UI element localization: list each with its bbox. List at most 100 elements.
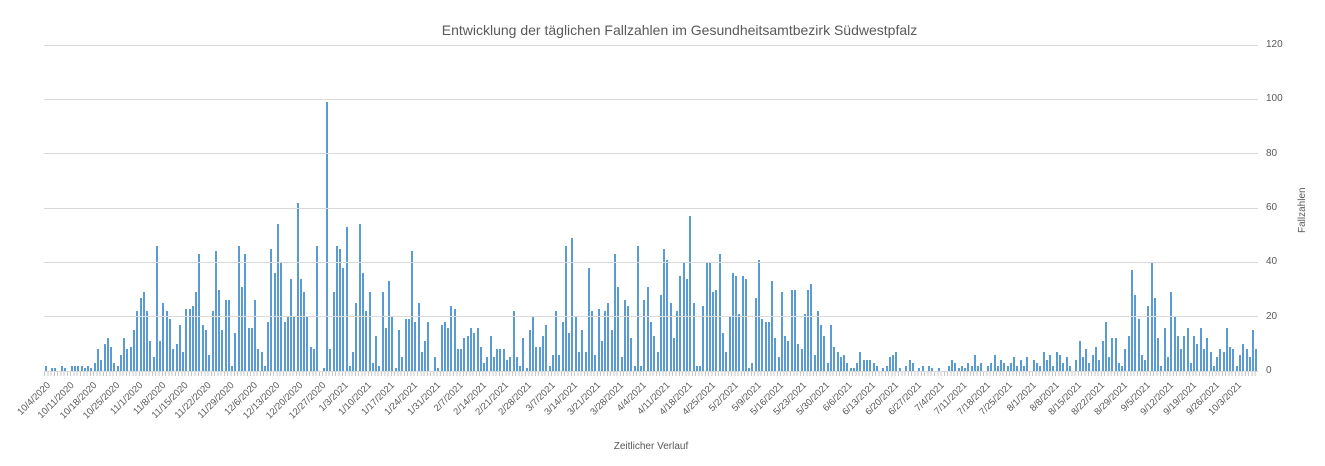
bar-day-349 — [1186, 327, 1189, 371]
bar-day-138 — [496, 349, 499, 371]
bar-day-33 — [152, 357, 155, 371]
bar-day-167 — [591, 311, 594, 371]
bar-day-318 — [1085, 349, 1088, 371]
bar-day-13 — [87, 365, 90, 371]
bar-day-44 — [188, 308, 191, 371]
bar-day-49 — [204, 330, 207, 371]
bar-day-191 — [669, 303, 672, 371]
bar-day-140 — [502, 349, 505, 371]
bar-day-46 — [195, 292, 198, 371]
bar-day-83 — [316, 246, 319, 371]
bar-day-243 — [839, 357, 842, 371]
bar-day-56 — [227, 300, 230, 371]
bar-day-316 — [1078, 341, 1081, 371]
bar-day-28 — [136, 311, 139, 371]
bar-day-143 — [512, 311, 515, 371]
bar-day-53 — [218, 289, 221, 371]
bar-day-355 — [1206, 338, 1209, 371]
bar-day-358 — [1216, 357, 1219, 371]
bar-day-105 — [388, 281, 391, 371]
bar-day-291 — [996, 365, 999, 371]
bar-day-94 — [352, 351, 355, 371]
bar-day-213 — [741, 275, 744, 371]
bar-day-86 — [326, 102, 329, 371]
bar-day-216 — [751, 362, 754, 371]
bar-day-194 — [679, 275, 682, 371]
bar-day-173 — [610, 330, 613, 371]
bar-day-70 — [273, 273, 276, 371]
gridline-y-80 — [44, 153, 1258, 155]
bar-day-290 — [993, 354, 996, 371]
bar-day-322 — [1098, 360, 1101, 371]
bar-day-40 — [175, 343, 178, 371]
bar-day-207 — [721, 332, 724, 371]
bar-day-113 — [414, 322, 417, 371]
bar-day-366 — [1242, 343, 1245, 371]
bar-day-360 — [1222, 351, 1225, 371]
bar-day-99 — [368, 292, 371, 371]
bar-day-217 — [754, 297, 757, 371]
bar-day-22 — [116, 365, 119, 371]
bar-day-258 — [888, 357, 891, 371]
bar-day-176 — [620, 357, 623, 371]
bar-day-36 — [162, 303, 165, 371]
bar-day-152 — [542, 335, 545, 371]
bar-day-260 — [895, 351, 898, 371]
bar-day-342 — [1163, 327, 1166, 371]
bar-day-186 — [653, 335, 656, 371]
bar-day-190 — [666, 259, 669, 371]
bar-day-93 — [348, 365, 351, 371]
bar-day-124 — [450, 305, 453, 371]
bar-day-141 — [506, 360, 509, 371]
gridline-y-20 — [44, 316, 1258, 318]
bar-day-350 — [1189, 362, 1192, 371]
bar-day-29 — [139, 297, 142, 371]
bar-day-30 — [142, 292, 145, 371]
bar-day-223 — [774, 338, 777, 371]
bar-day-323 — [1101, 341, 1104, 371]
bar-day-353 — [1199, 327, 1202, 371]
bar-day-273 — [937, 368, 940, 371]
bar-series — [44, 45, 1258, 371]
bar-day-197 — [689, 216, 692, 371]
bar-day-85 — [322, 368, 325, 371]
bar-day-196 — [685, 278, 688, 371]
bar-day-24 — [123, 338, 126, 371]
bar-day-295 — [1009, 362, 1012, 371]
bar-day-87 — [329, 349, 332, 371]
x-axis-line — [44, 371, 1258, 372]
bar-day-11 — [80, 365, 83, 371]
bar-day-90 — [339, 248, 342, 371]
bar-day-268 — [921, 365, 924, 371]
bar-day-91 — [342, 267, 345, 371]
bar-day-305 — [1042, 351, 1045, 371]
bar-day-2 — [51, 368, 54, 371]
bar-day-284 — [973, 354, 976, 371]
bar-day-9 — [74, 365, 77, 371]
bar-day-311 — [1062, 362, 1065, 371]
bar-day-134 — [483, 362, 486, 371]
bar-day-151 — [538, 346, 541, 371]
bar-day-159 — [564, 246, 567, 371]
bar-day-169 — [597, 308, 600, 371]
bar-day-77 — [296, 202, 299, 371]
bar-day-335 — [1140, 354, 1143, 371]
bar-day-261 — [898, 368, 901, 371]
bar-day-270 — [928, 365, 931, 371]
bar-day-68 — [267, 322, 270, 371]
bar-day-328 — [1117, 362, 1120, 371]
bar-day-178 — [627, 305, 630, 371]
bar-day-265 — [911, 362, 914, 371]
bar-day-55 — [224, 300, 227, 371]
bar-day-162 — [574, 316, 577, 371]
bar-day-51 — [211, 311, 214, 371]
bar-day-315 — [1075, 360, 1078, 371]
bar-day-299 — [1023, 365, 1026, 371]
bar-day-324 — [1104, 322, 1107, 371]
bar-day-219 — [761, 319, 764, 371]
bar-day-346 — [1176, 335, 1179, 371]
bar-day-135 — [486, 357, 489, 371]
bar-day-248 — [856, 362, 859, 371]
bar-day-214 — [744, 278, 747, 371]
